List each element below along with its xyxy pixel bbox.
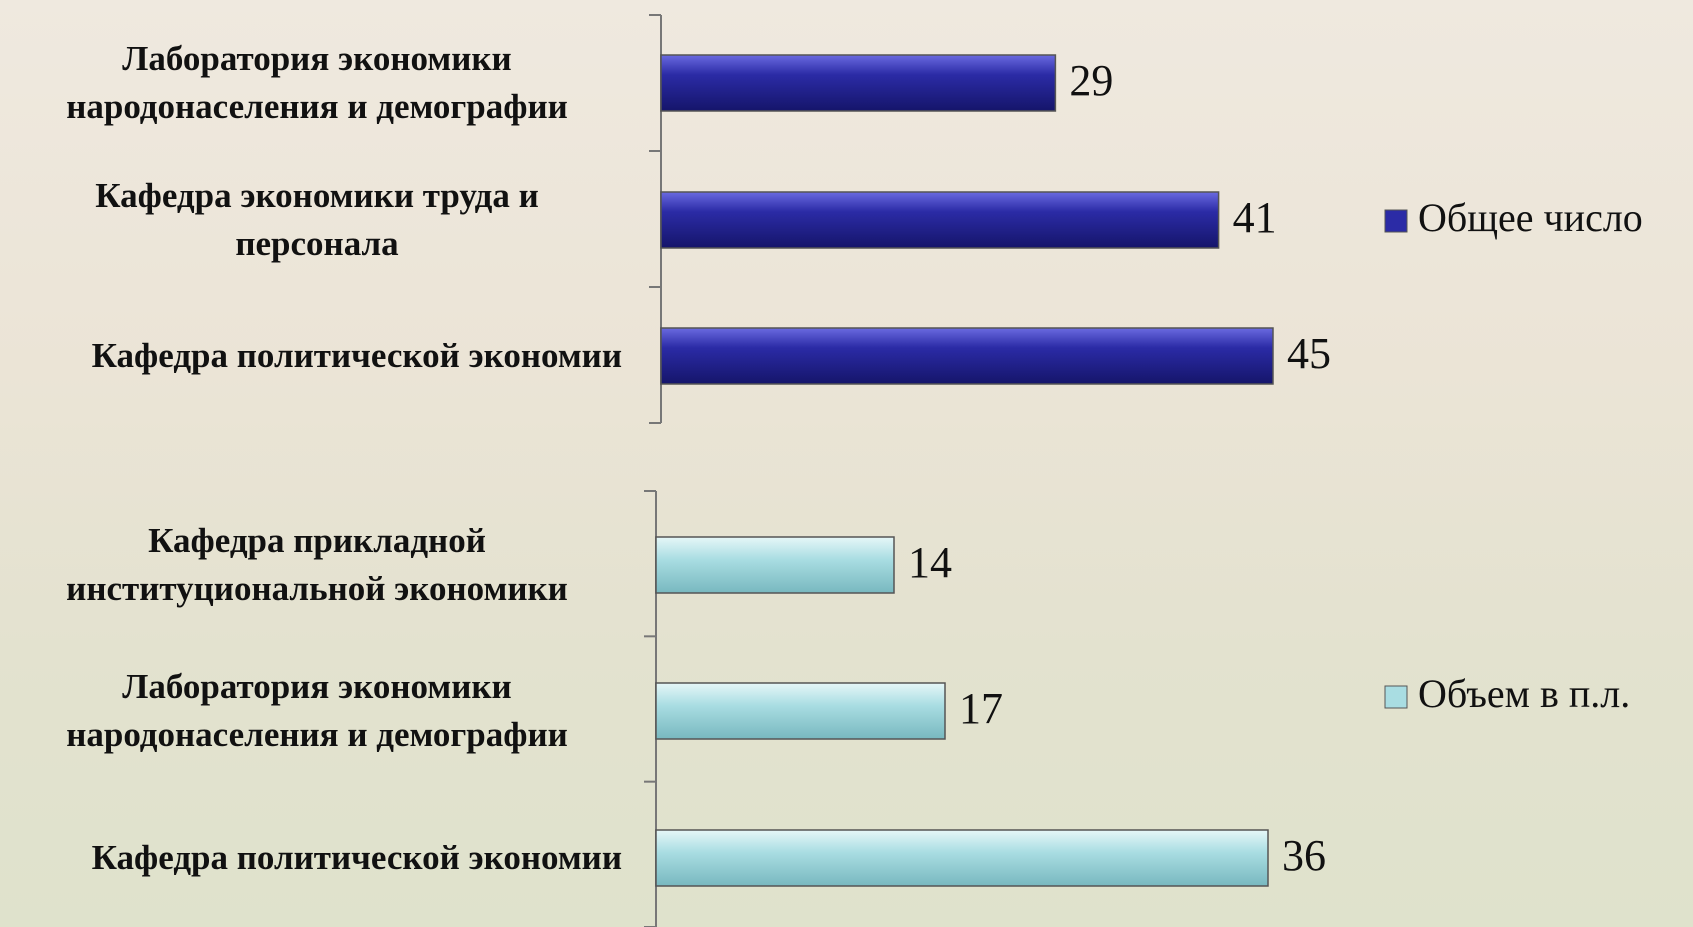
bar [656,830,1268,886]
category-text: Кафедра политической экономии [92,332,622,380]
bar [661,55,1055,111]
page: 294145Общее число141736Объем в п.л. (() … [0,0,1693,927]
category-text: Лаборатория экономики народонаселения и … [12,663,622,759]
category-label: Кафедра прикладной институциональной эко… [0,517,622,613]
value-label: 29 [1069,56,1113,105]
value-label: 14 [908,538,952,587]
category-text: Кафедра политической экономии [92,834,622,882]
value-label: 41 [1233,193,1277,242]
category-text: Кафедра экономики труда и персонала [12,172,622,268]
value-label: 36 [1282,831,1326,880]
category-text: Кафедра прикладной институциональной эко… [12,517,622,613]
legend-label: Объем в п.л. [1418,671,1630,716]
category-label: Лаборатория экономики народонаселения и … [0,35,622,131]
legend-marker [1385,210,1407,232]
legend-marker [1385,686,1407,708]
category-label: Кафедра политической экономии [0,834,622,882]
bar [661,328,1273,384]
category-label: Кафедра политической экономии [0,332,622,380]
bar [656,537,894,593]
bar [656,683,945,739]
chart: 29 41 45 Общее число 14 17 36 Объем в п.л. [0,0,1693,927]
value-label: 17 [959,684,1003,733]
value-label: 45 [1287,329,1331,378]
bar [661,192,1219,248]
category-label: Лаборатория экономики народонаселения и … [0,663,622,759]
category-label: Кафедра экономики труда и персонала [0,172,622,268]
legend-label: Общее число [1418,195,1643,240]
category-text: Лаборатория экономики народонаселения и … [12,35,622,131]
